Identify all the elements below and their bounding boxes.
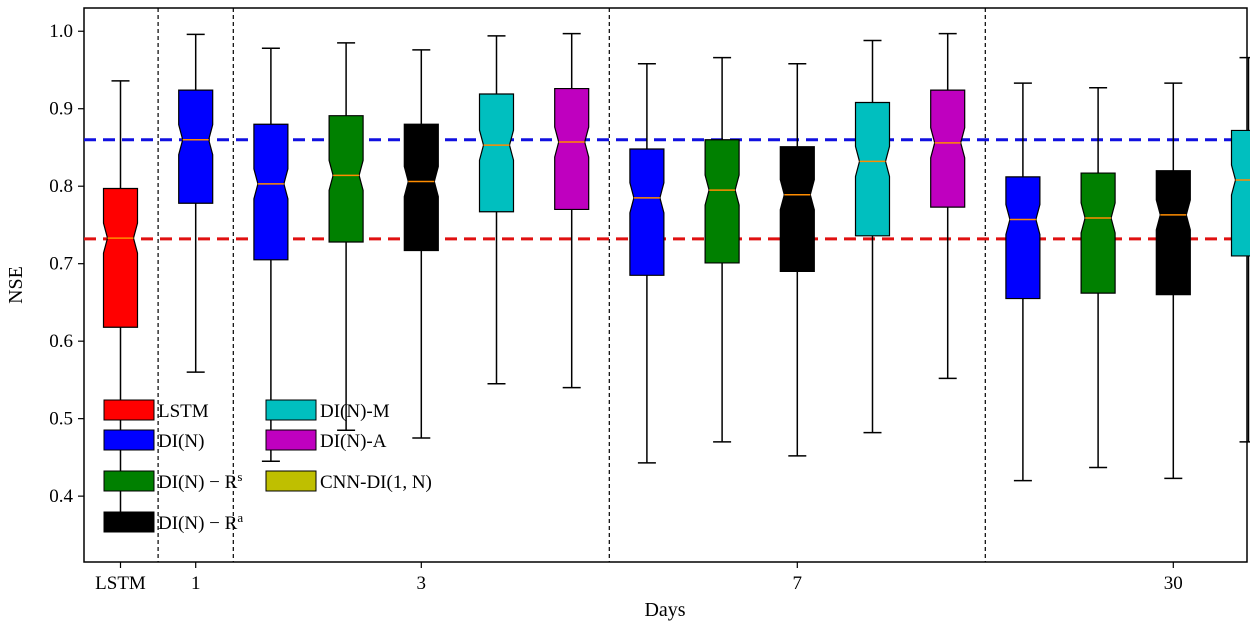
- box-7-DI(N)-Ra: [779, 63, 815, 457]
- y-tick-label: 0.4: [49, 486, 73, 507]
- legend-item-CNN-DI(1, N): CNN-DI(1, N): [265, 470, 432, 493]
- legend-label-superscript: a: [237, 510, 243, 525]
- box-7-DI(N)-A: [930, 32, 966, 380]
- legend-label: DI(N) − Rs: [158, 469, 242, 494]
- legend-swatch: [265, 429, 317, 451]
- legend-swatch: [103, 429, 155, 451]
- x-tick-label: 3: [417, 573, 427, 594]
- box-LSTM-LSTM: [102, 80, 139, 528]
- box-body: [1230, 129, 1250, 257]
- legend-item-DI(N)-M: DI(N)-M: [265, 399, 390, 422]
- box-30-DI(N)-M: [1230, 56, 1250, 443]
- legend-label: CNN-DI(1, N): [320, 472, 432, 493]
- box-30-DI(N): [1005, 82, 1041, 482]
- box-body: [178, 89, 214, 204]
- box-3-DI(N)-M: [478, 35, 515, 385]
- legend-swatch: [265, 470, 317, 492]
- legend-swatch: [103, 470, 155, 492]
- box-body: [1005, 176, 1041, 300]
- box-body: [328, 115, 364, 243]
- legend-label: DI(N) − Ra: [158, 510, 243, 535]
- box-body: [253, 123, 289, 261]
- box-3-DI(N)-A: [554, 32, 590, 389]
- x-tick-label: 30: [1164, 573, 1183, 594]
- legend-swatch: [103, 511, 155, 533]
- x-axis-label: Days: [644, 599, 685, 621]
- box-body: [629, 148, 665, 276]
- box-30-DI(N)-Rs: [1080, 87, 1116, 469]
- box-1-DI(N): [178, 33, 214, 373]
- box-body: [779, 146, 815, 273]
- box-body: [478, 93, 515, 213]
- legend: LSTM DI(N) DI(N) − Rs DI(N) − Ra DI(N)-M DI(N…: [103, 399, 432, 535]
- box-body: [554, 87, 590, 211]
- box-7-DI(N): [629, 63, 665, 464]
- legend-label-superscript: s: [237, 469, 242, 484]
- y-tick-label: 0.8: [49, 176, 73, 197]
- y-tick-label: 1.0: [49, 21, 73, 42]
- legend-label: LSTM: [158, 401, 209, 422]
- box-30-DI(N)-Ra: [1155, 82, 1191, 480]
- legend-label: DI(N)-A: [320, 431, 387, 452]
- legend-swatch: [103, 399, 155, 421]
- y-axis: 0.4 0.5 0.6 0.7 0.8 0.9 1.0: [49, 21, 84, 507]
- box-body: [930, 89, 966, 208]
- y-tick-label: 0.9: [49, 99, 73, 120]
- y-axis-label: NSE: [5, 266, 27, 304]
- x-tick-label: 7: [793, 573, 803, 594]
- box-plots: [102, 32, 1250, 528]
- box-body: [1155, 170, 1191, 296]
- y-tick-label: 0.7: [49, 254, 73, 275]
- box-7-DI(N)-Rs: [704, 56, 740, 443]
- box-3-DI(N): [253, 47, 289, 463]
- x-tick-label: 1: [191, 573, 201, 594]
- plot-area-frame: [83, 7, 1248, 563]
- box-body: [704, 139, 740, 264]
- box-body: [102, 187, 139, 328]
- box-body: [854, 101, 891, 237]
- legend-label: DI(N): [158, 431, 204, 452]
- x-tick-label: LSTM: [95, 573, 146, 594]
- box-body: [403, 123, 439, 252]
- legend-label: DI(N)-M: [320, 401, 390, 422]
- y-tick-label: 0.6: [49, 331, 73, 352]
- box-3-DI(N)-Ra: [403, 49, 439, 439]
- box-7-DI(N)-M: [854, 39, 891, 434]
- legend-swatch: [265, 399, 317, 421]
- box-body: [1080, 172, 1116, 294]
- box-3-DI(N)-Rs: [328, 42, 364, 432]
- legend-item-DI(N)-A: DI(N)-A: [265, 429, 387, 452]
- legend-item-DI(N): DI(N): [103, 429, 204, 452]
- x-axis: LSTM13730100365: [95, 562, 1183, 594]
- y-tick-label: 0.5: [49, 409, 73, 430]
- legend-item-LSTM: LSTM: [103, 399, 209, 422]
- legend-item-DI(N)-Ra: DI(N) − Ra: [103, 510, 243, 535]
- group-separators: [157, 8, 986, 562]
- legend-item-DI(N)-Rs: DI(N) − Rs: [103, 469, 242, 494]
